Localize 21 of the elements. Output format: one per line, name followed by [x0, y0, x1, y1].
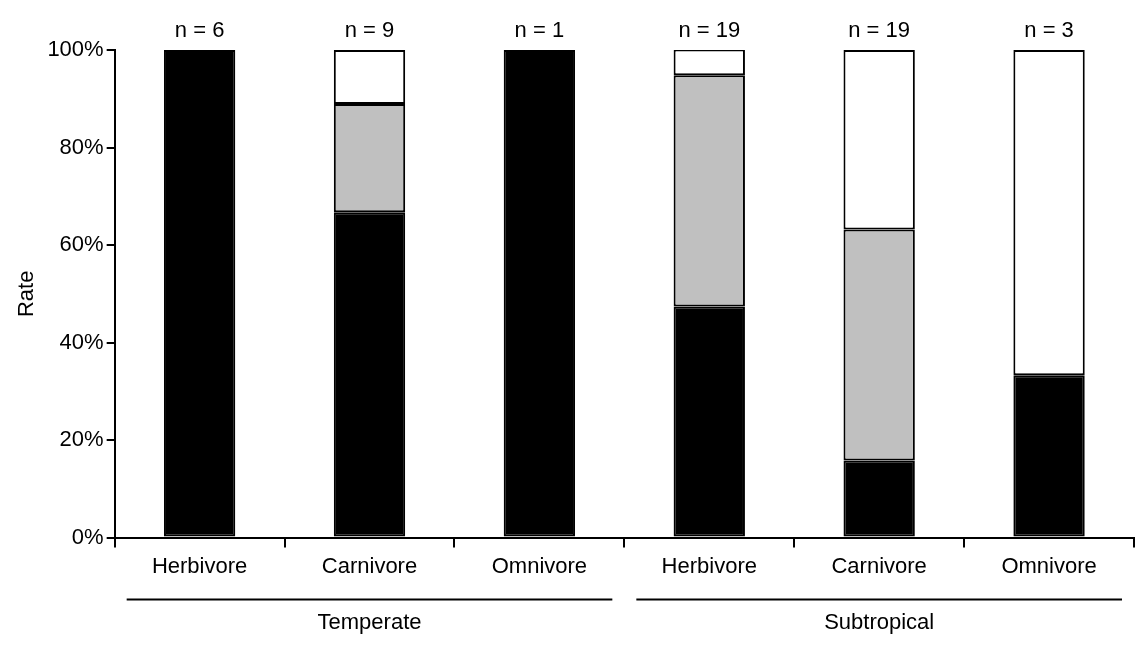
y-axis-title: Rate — [13, 270, 39, 318]
y-tick-label: 20% — [59, 426, 104, 452]
y-tick-label: 80% — [59, 133, 104, 159]
x-tick-label: Omnivore — [1001, 552, 1097, 578]
x-tick-label: Carnivore — [321, 552, 418, 578]
x-tick-label: Herbivore — [151, 552, 248, 578]
x-tick-label: Carnivore — [831, 552, 927, 578]
text: n = 19 — [678, 17, 741, 43]
text: n = 1 — [514, 17, 565, 43]
y-tick-label: 0% — [71, 523, 104, 549]
y-tick-label: 100% — [47, 36, 104, 62]
y-tick-label: 40% — [59, 328, 104, 354]
text: Temperate — [317, 608, 422, 634]
x-tick-label: Omnivore — [491, 552, 588, 578]
text: n = 6 — [174, 17, 225, 43]
text: n = 9 — [344, 17, 395, 43]
x-tick-label: Herbivore — [661, 552, 757, 578]
text: n = 19 — [848, 17, 911, 43]
text: Subtropical — [824, 608, 935, 634]
y-tick-label: 60% — [59, 231, 104, 257]
text: n = 3 — [1024, 17, 1074, 43]
